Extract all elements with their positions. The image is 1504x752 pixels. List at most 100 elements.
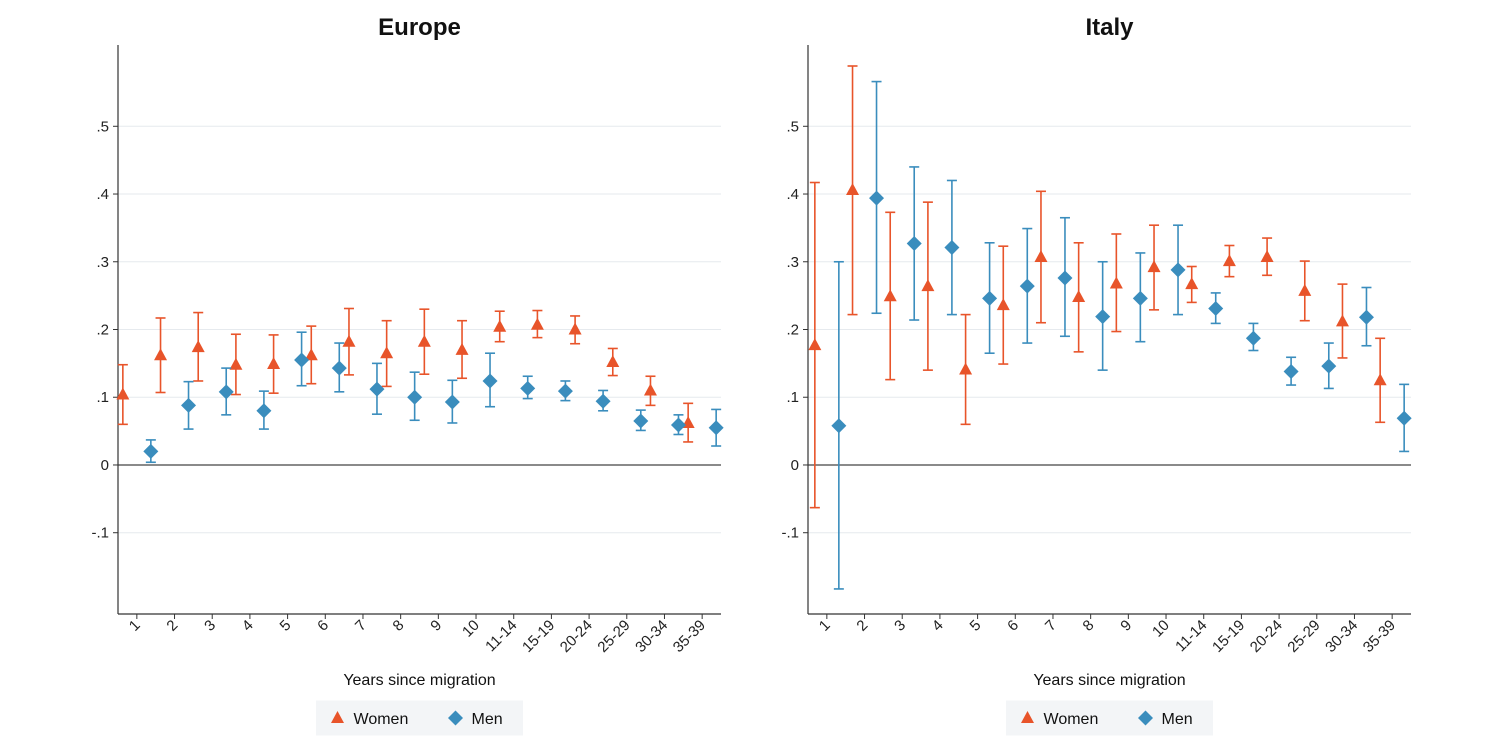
panel2-xtick-label-25-29: 25-29	[1284, 617, 1323, 656]
panel2-xtick-label-15-19: 15-19	[1209, 617, 1248, 656]
panel1-women-point-3	[191, 340, 205, 353]
panel1-ytick-label: .5	[96, 118, 109, 135]
panel1-women-point-10	[455, 342, 469, 355]
panel1-plot: Europe -.1 0 .1 .2 .3 .4 .5 1 2 3 4 5 6 7 8 9 10 11-1415-1…	[91, 14, 724, 737]
panel2-women-point-30-34	[1335, 314, 1349, 327]
panel1-men-point-20-24	[595, 393, 611, 409]
panel1-men-point-11-14	[520, 380, 536, 396]
panel1-men-point-9	[444, 394, 460, 410]
panel2-women-point-8	[1072, 289, 1086, 302]
panel2-women-point-9	[1109, 276, 1123, 289]
panel1-men-point-5	[294, 352, 310, 368]
panel2-men-point-10	[1170, 262, 1186, 278]
panel2-men-point-5	[982, 290, 998, 306]
panel1-legend: Women Men	[315, 699, 524, 737]
panel1-xtick-label-5: 5	[277, 617, 295, 635]
panel1-legend-triangle-icon	[331, 711, 344, 723]
panel1-women-point-30-34	[643, 383, 657, 396]
panel2-women-point-6	[996, 298, 1010, 311]
panel2-legend: Women Men	[1005, 699, 1214, 737]
panel2-men-point-11-14	[1208, 301, 1224, 317]
panel1-ytick-label: -.1	[91, 525, 109, 542]
panel1-men-point-8	[407, 389, 423, 405]
panel2-xtick-label-4: 4	[929, 617, 947, 635]
panel1-xtick-label-2: 2	[163, 617, 181, 635]
panel2-ytick-label: .2	[786, 322, 799, 339]
panel2-legend-label-men: Men	[1162, 711, 1193, 728]
panel2-women-point-10	[1147, 260, 1161, 273]
panel2-women-point-15-19	[1222, 254, 1236, 267]
panel2-women-point-25-29	[1298, 283, 1312, 296]
panel1-xtick-label-7: 7	[352, 617, 370, 635]
panel1-xtick-label-20-24: 20-24	[557, 617, 596, 656]
panel1-women-point-20-24	[568, 322, 582, 335]
panel2-women-point-35-39	[1373, 373, 1387, 386]
panel1-xtick-label-30-34: 30-34	[632, 617, 671, 656]
panel2-series-men	[831, 80, 1412, 590]
panel2-legend-diamond-icon	[1138, 710, 1153, 726]
panel1-xtick-label-6: 6	[314, 617, 332, 635]
panel1-xtick-label-11-14: 11-14	[482, 617, 520, 655]
panel1-xtick-label-1: 1	[126, 617, 144, 635]
panel1-men-point-35-39	[708, 420, 724, 436]
panel2-xtick-label-35-39: 35-39	[1360, 617, 1399, 656]
panel1-xtick-label-4: 4	[239, 617, 257, 635]
panel1-men-point-2	[181, 397, 197, 413]
panel1-series-women	[116, 307, 695, 443]
panel2-women-point-20-24	[1260, 250, 1274, 263]
panel2-ytick-label: .1	[786, 389, 799, 406]
panel1-legend-diamond-icon	[448, 710, 463, 726]
panel2-series-women	[808, 65, 1387, 509]
panel2-legend-triangle-icon	[1021, 711, 1034, 723]
panel1-women-point-9	[417, 334, 431, 347]
panel2-ytick-label: .3	[786, 254, 799, 271]
panel2-ytick-label: 0	[791, 457, 799, 474]
panel2-men-point-25-29	[1321, 358, 1337, 374]
panel1-xtick-label-35-39: 35-39	[670, 617, 709, 656]
panel1-legend-box	[315, 699, 524, 737]
panel2-xtick-label-20-24: 20-24	[1247, 617, 1286, 656]
panel1-men-point-4	[256, 403, 272, 419]
panel1-men-point-15-19	[557, 383, 573, 399]
panel1-women-point-7	[342, 334, 356, 347]
panel1-legend-label-men: Men	[472, 711, 503, 728]
panel2-xtick-label-30-34: 30-34	[1322, 617, 1361, 656]
panel2-men-point-1	[831, 418, 847, 434]
panel2-men-point-9	[1132, 290, 1148, 306]
panel1-men-point-25-29	[633, 413, 649, 429]
panel1-ytick-label: .1	[96, 389, 109, 406]
panel2-men-point-30-34	[1358, 309, 1374, 325]
panel1-xtick-label-8: 8	[390, 617, 408, 635]
panel2-plot: Italy -.1 0 .1 .2 .3 .4 .5 1 2 3 4 5 6 7 8 9 10 11-1415-19…	[781, 14, 1412, 737]
panel2-legend-label-women: Women	[1044, 711, 1099, 728]
panel1-xtick-label-15-19: 15-19	[519, 617, 558, 656]
panel2-women-point-5	[959, 362, 973, 375]
panel2-ytick-label: -.1	[781, 525, 799, 542]
panel1-series-men	[143, 331, 724, 464]
panel1-legend-label-women: Women	[354, 711, 409, 728]
panel1-men-point-7	[369, 381, 385, 397]
panel1-xtick-label-9: 9	[427, 617, 445, 635]
panel2-xtick-label-8: 8	[1080, 617, 1098, 635]
panel1-men-point-6	[331, 360, 347, 376]
panel2-xtick-label-7: 7	[1042, 617, 1060, 635]
panel2-men-point-15-19	[1245, 330, 1261, 346]
panel2-men-point-20-24	[1283, 363, 1299, 379]
panel1-ytick-label: .4	[96, 186, 109, 203]
panel1-xtick-label-25-29: 25-29	[594, 617, 633, 656]
panel2-men-point-2	[869, 190, 885, 206]
panel2-xtick-label-1: 1	[816, 617, 834, 635]
panel2-xtick-label-10: 10	[1149, 617, 1173, 641]
panel2-ytick-label: .5	[786, 118, 799, 135]
panel2-men-point-8	[1095, 309, 1111, 325]
panel2-x-axis-title: Years since migration	[1033, 672, 1185, 689]
panel2-xtick-label-5: 5	[967, 617, 985, 635]
panel2-xtick-label-6: 6	[1004, 617, 1022, 635]
panel2-women-point-7	[1034, 250, 1048, 263]
panel1-title: Europe	[378, 14, 461, 41]
panel2-title: Italy	[1085, 14, 1134, 41]
panel2-legend-box	[1005, 699, 1214, 737]
panel2-men-point-4	[944, 240, 960, 256]
panel1-xtick-label-10: 10	[459, 617, 483, 641]
